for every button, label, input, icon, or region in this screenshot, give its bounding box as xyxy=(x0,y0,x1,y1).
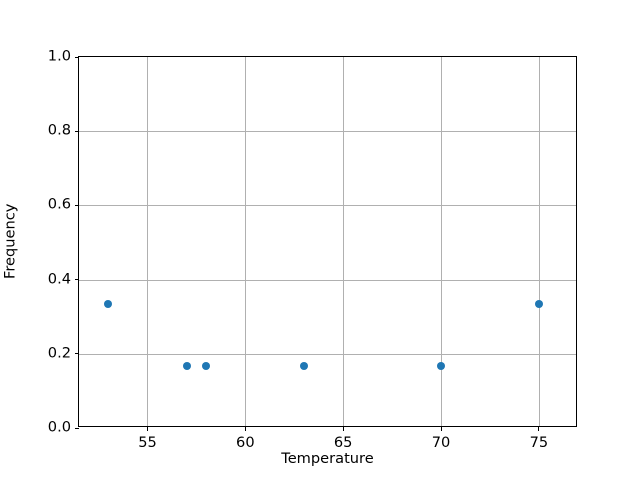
plot-axes: 0.0 0.2 0.4 0.6 0.8 1.0 55 60 65 70 75 xyxy=(48,49,577,450)
scatter-point xyxy=(534,300,543,309)
x-axis-label-text: Temperature xyxy=(281,450,374,467)
gridline-horizontal xyxy=(79,131,576,133)
x-tick-mark xyxy=(538,426,540,431)
y-tick-mark xyxy=(74,279,79,281)
x-tick-label: 75 xyxy=(529,434,549,451)
gridline-horizontal xyxy=(79,279,576,281)
x-axis-label: Temperature xyxy=(78,450,577,467)
x-tick-mark xyxy=(342,426,344,431)
y-tick-mark xyxy=(74,204,79,206)
y-tick-label: 0.0 xyxy=(47,418,71,436)
gridline-vertical xyxy=(343,57,345,426)
y-tick-label: 0.8 xyxy=(47,121,71,139)
gridline-vertical xyxy=(147,57,149,426)
x-tick-mark xyxy=(146,426,149,431)
x-tick-label: 60 xyxy=(236,434,255,451)
x-tick-mark xyxy=(440,426,442,431)
y-tick-mark xyxy=(74,130,79,132)
scatter-point xyxy=(104,300,113,309)
y-tick-mark xyxy=(74,427,79,429)
y-tick-label: 1.0 xyxy=(47,47,71,65)
gridline-vertical xyxy=(245,57,247,426)
scatter-point xyxy=(300,362,309,371)
x-tick-label: 65 xyxy=(333,434,353,451)
x-tick-label: 70 xyxy=(431,434,451,451)
scatter-point xyxy=(182,362,191,371)
gridline-horizontal xyxy=(79,205,576,207)
y-tick-label: 0.2 xyxy=(47,344,71,362)
y-tick-mark xyxy=(74,56,79,58)
gridline-horizontal xyxy=(79,353,576,355)
x-tick-mark xyxy=(244,426,246,431)
scatter-point xyxy=(202,362,211,371)
y-axis-label-text: Frequency xyxy=(1,203,19,280)
gridline-vertical xyxy=(441,57,443,426)
y-tick-label: 0.6 xyxy=(47,196,71,214)
y-tick-label: 0.4 xyxy=(47,270,71,288)
y-tick-mark xyxy=(74,353,79,355)
scatter-point xyxy=(437,362,446,371)
gridline-vertical xyxy=(538,57,540,426)
y-axis-label: Frequency xyxy=(0,56,22,427)
x-tick-label: 55 xyxy=(138,434,157,451)
